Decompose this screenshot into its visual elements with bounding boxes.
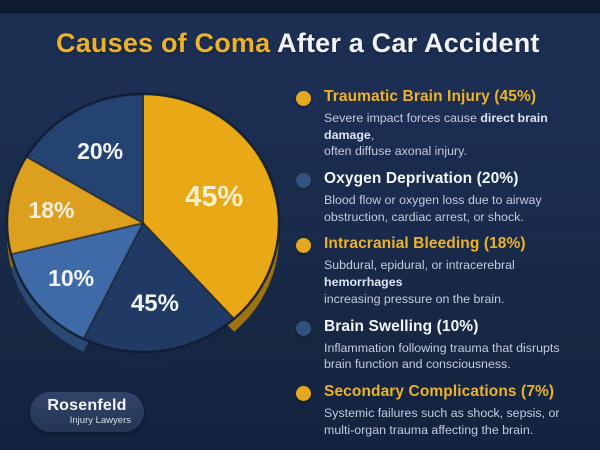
pie-slice-label-5: 20% bbox=[77, 138, 123, 164]
legend-item: Intracranial Bleeding (18%) Subdural, ep… bbox=[294, 235, 596, 307]
logo-badge: Rosenfeld Injury Lawyers bbox=[30, 392, 144, 432]
legend-item: Brain Swelling (10%) Inflammation follow… bbox=[294, 318, 596, 373]
legend-bullet-icon bbox=[296, 238, 311, 254]
legend-item: Oxygen Deprivation (20%) Blood flow or o… bbox=[294, 170, 596, 225]
legend-item-body: Traumatic Brain Injury (45%) Severe impa… bbox=[324, 88, 596, 160]
legend-item-body: Oxygen Deprivation (20%) Blood flow or o… bbox=[324, 170, 596, 225]
pie-outline bbox=[5, 92, 281, 354]
page-title-highlight: Causes of Coma bbox=[56, 28, 271, 58]
legend-bullet-icon bbox=[296, 385, 311, 401]
legend-item-title: Brain Swelling (10%) bbox=[324, 317, 479, 335]
logo-name: Rosenfeld bbox=[47, 397, 127, 415]
legend-item-desc: Blood flow or oxygen loss due to airway … bbox=[324, 193, 542, 224]
legend-item-desc: Subdural, epidural, or intracerebral hem… bbox=[324, 258, 515, 306]
legend-item-body: Intracranial Bleeding (18%) Subdural, ep… bbox=[324, 235, 596, 307]
page-title: Causes of Coma After a Car Accident bbox=[56, 28, 540, 59]
pie-chart: 45% 45% 10% 18% 20% bbox=[5, 92, 281, 365]
pie-slice-label-2: 45% bbox=[131, 290, 179, 317]
legend-item-desc: Systemic failures such as shock, sepsis,… bbox=[324, 405, 560, 437]
legend: Traumatic Brain Injury (45%) Severe impa… bbox=[294, 88, 596, 448]
legend-item-body: Brain Swelling (10%) Inflammation follow… bbox=[324, 318, 596, 373]
page-title-rest: After a Car Accident bbox=[270, 28, 540, 58]
legend-item-desc: Severe impact forces cause direct brain … bbox=[324, 110, 548, 159]
legend-bullet-icon bbox=[296, 91, 311, 106]
pie-slice-label-4: 18% bbox=[28, 197, 74, 223]
legend-item: Traumatic Brain Injury (45%) Severe impa… bbox=[294, 88, 596, 160]
pie-slice-label-3: 10% bbox=[48, 265, 94, 291]
legend-item-title: Intracranial Bleeding (18%) bbox=[324, 235, 526, 253]
legend-bullet-icon bbox=[296, 173, 311, 189]
legend-item-desc: Inflammation following trauma that disru… bbox=[324, 340, 560, 372]
legend-bullet-icon bbox=[296, 320, 311, 336]
legend-item: Secondary Complications (7%) Systemic fa… bbox=[294, 383, 596, 438]
legend-item-title: Secondary Complications (7%) bbox=[324, 382, 555, 400]
legend-item-title: Traumatic Brain Injury (45%) bbox=[324, 88, 537, 105]
legend-item-title: Oxygen Deprivation (20%) bbox=[324, 170, 519, 188]
pie-slice-label-1: 45% bbox=[185, 181, 243, 213]
legend-item-body: Secondary Complications (7%) Systemic fa… bbox=[324, 383, 596, 438]
logo-tagline: Injury Lawyers bbox=[69, 415, 131, 427]
